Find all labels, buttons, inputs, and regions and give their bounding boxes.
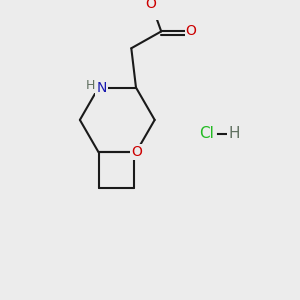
Text: O: O	[186, 24, 196, 38]
Text: O: O	[131, 145, 142, 159]
Text: H: H	[228, 126, 240, 141]
Text: Cl: Cl	[199, 126, 214, 141]
Text: N: N	[96, 80, 106, 94]
Text: O: O	[146, 0, 156, 11]
Text: H: H	[85, 79, 95, 92]
